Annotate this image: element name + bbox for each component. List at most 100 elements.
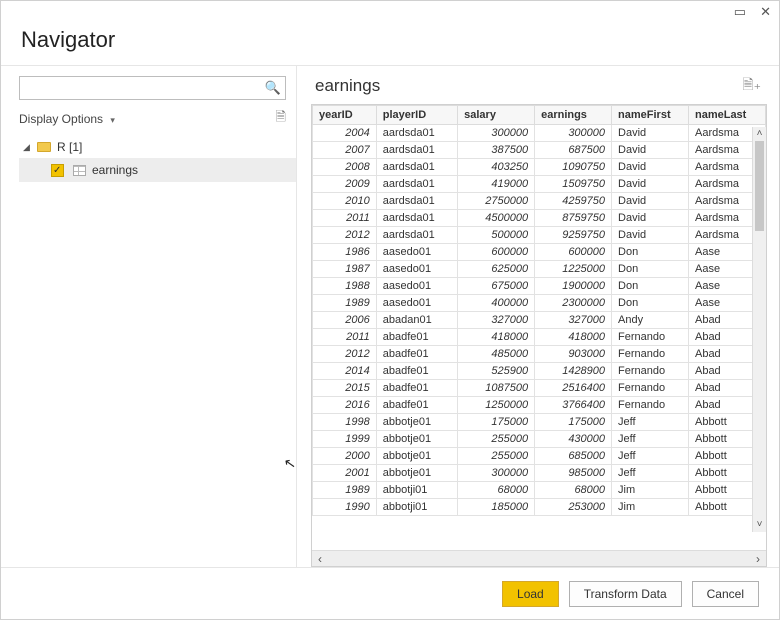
cell-yearID: 2015	[313, 380, 377, 397]
cell-playerID: abbotji01	[376, 499, 457, 516]
scroll-left-icon[interactable]: ‹	[318, 552, 322, 566]
cell-playerID: aasedo01	[376, 295, 457, 312]
cell-playerID: aardsda01	[376, 193, 457, 210]
column-header-salary[interactable]: salary	[458, 106, 535, 125]
vertical-scrollbar[interactable]: ˄ ˅	[752, 127, 766, 532]
cell-salary: 255000	[458, 431, 535, 448]
table-row[interactable]: 2001abbotje01300000985000JeffAbbott	[313, 465, 766, 482]
cell-nameFirst: Fernando	[612, 363, 689, 380]
column-header-earnings[interactable]: earnings	[535, 106, 612, 125]
cell-salary: 485000	[458, 346, 535, 363]
cell-nameFirst: David	[612, 210, 689, 227]
cell-nameFirst: David	[612, 227, 689, 244]
cell-yearID: 2007	[313, 142, 377, 159]
table-row[interactable]: 2008aardsda014032501090750DavidAardsma	[313, 159, 766, 176]
load-button[interactable]: Load	[502, 581, 559, 607]
cell-nameFirst: Jim	[612, 482, 689, 499]
cell-salary: 419000	[458, 176, 535, 193]
cell-yearID: 1998	[313, 414, 377, 431]
cell-earnings: 327000	[535, 312, 612, 329]
cell-earnings: 2516400	[535, 380, 612, 397]
cell-nameFirst: Fernando	[612, 397, 689, 414]
cell-earnings: 3766400	[535, 397, 612, 414]
cell-playerID: abbotje01	[376, 465, 457, 482]
table-row[interactable]: 2004aardsda01300000300000DavidAardsma	[313, 125, 766, 142]
cell-earnings: 985000	[535, 465, 612, 482]
folder-icon	[37, 142, 51, 152]
table-row[interactable]: 1998abbotje01175000175000JeffAbbott	[313, 414, 766, 431]
cell-nameFirst: David	[612, 142, 689, 159]
horizontal-scrollbar[interactable]: ‹ ›	[312, 550, 766, 566]
close-icon[interactable]: ✕	[760, 4, 771, 20]
cell-earnings: 4259750	[535, 193, 612, 210]
expand-caret-icon[interactable]: ◢	[23, 142, 31, 153]
table-row[interactable]: 2009aardsda014190001509750DavidAardsma	[313, 176, 766, 193]
display-options-label: Display Options	[19, 112, 103, 126]
grid-body: 2004aardsda01300000300000DavidAardsma200…	[313, 125, 766, 516]
tree-item-earnings[interactable]: earnings	[19, 158, 296, 182]
add-column-icon[interactable]: 🗎₊	[742, 74, 761, 98]
cell-playerID: aardsda01	[376, 142, 457, 159]
table-row[interactable]: 1990abbotji01185000253000JimAbbott	[313, 499, 766, 516]
cell-playerID: abadfe01	[376, 346, 457, 363]
cell-yearID: 2011	[313, 210, 377, 227]
search-input-wrapper[interactable]: 🔍	[19, 76, 286, 100]
cell-yearID: 1986	[313, 244, 377, 261]
column-header-nameLast[interactable]: nameLast	[688, 106, 765, 125]
tree-item-checkbox[interactable]	[51, 164, 64, 177]
cell-nameFirst: Jeff	[612, 414, 689, 431]
data-grid: yearIDplayerIDsalaryearningsnameFirstnam…	[312, 105, 766, 516]
cancel-button[interactable]: Cancel	[692, 581, 759, 607]
cell-yearID: 2009	[313, 176, 377, 193]
cell-nameFirst: David	[612, 125, 689, 142]
scroll-down-icon[interactable]: ˅	[757, 518, 763, 532]
column-header-playerID[interactable]: playerID	[376, 106, 457, 125]
search-input[interactable]	[24, 80, 265, 96]
table-row[interactable]: 2006abadan01327000327000AndyAbad	[313, 312, 766, 329]
column-header-yearID[interactable]: yearID	[313, 106, 377, 125]
cell-nameFirst: Don	[612, 278, 689, 295]
cell-salary: 600000	[458, 244, 535, 261]
nav-pane: 🔍 Display Options ▾ 🗎 ◢ R [1] earnings	[1, 66, 297, 567]
table-row[interactable]: 2012abadfe01485000903000FernandoAbad	[313, 346, 766, 363]
column-header-nameFirst[interactable]: nameFirst	[612, 106, 689, 125]
table-row[interactable]: 2000abbotje01255000685000JeffAbbott	[313, 448, 766, 465]
table-row[interactable]: 1986aasedo01600000600000DonAase	[313, 244, 766, 261]
scroll-up-icon[interactable]: ˄	[757, 127, 763, 141]
cell-nameFirst: Jeff	[612, 465, 689, 482]
scroll-right-icon[interactable]: ›	[756, 552, 760, 566]
tree-root-node[interactable]: ◢ R [1]	[19, 136, 286, 158]
refresh-icon[interactable]: 🗎	[276, 108, 286, 130]
cell-yearID: 2008	[313, 159, 377, 176]
table-row[interactable]: 2011abadfe01418000418000FernandoAbad	[313, 329, 766, 346]
table-row[interactable]: 2007aardsda01387500687500DavidAardsma	[313, 142, 766, 159]
cell-nameFirst: Fernando	[612, 346, 689, 363]
table-row[interactable]: 1999abbotje01255000430000JeffAbbott	[313, 431, 766, 448]
cell-earnings: 903000	[535, 346, 612, 363]
cell-earnings: 685000	[535, 448, 612, 465]
scroll-track[interactable]	[753, 141, 766, 518]
cell-playerID: abadfe01	[376, 363, 457, 380]
table-row[interactable]: 2010aardsda0127500004259750DavidAardsma	[313, 193, 766, 210]
table-row[interactable]: 1989aasedo014000002300000DonAase	[313, 295, 766, 312]
cell-yearID: 2014	[313, 363, 377, 380]
transform-data-button[interactable]: Transform Data	[569, 581, 682, 607]
table-row[interactable]: 1989abbotji016800068000JimAbbott	[313, 482, 766, 499]
table-row[interactable]: 2012aardsda015000009259750DavidAardsma	[313, 227, 766, 244]
table-row[interactable]: 2016abadfe0112500003766400FernandoAbad	[313, 397, 766, 414]
data-grid-scroll[interactable]: yearIDplayerIDsalaryearningsnameFirstnam…	[312, 105, 766, 550]
table-row[interactable]: 1987aasedo016250001225000DonAase	[313, 261, 766, 278]
table-row[interactable]: 2011aardsda0145000008759750DavidAardsma	[313, 210, 766, 227]
table-row[interactable]: 2014abadfe015259001428900FernandoAbad	[313, 363, 766, 380]
dialog-body: 🔍 Display Options ▾ 🗎 ◢ R [1] earnings	[1, 65, 779, 567]
cell-salary: 625000	[458, 261, 535, 278]
scroll-thumb[interactable]	[755, 141, 764, 231]
display-options-button[interactable]: Display Options ▾	[19, 112, 115, 126]
table-row[interactable]: 1988aasedo016750001900000DonAase	[313, 278, 766, 295]
maximize-icon[interactable]: ▭	[734, 4, 746, 20]
cell-playerID: abadfe01	[376, 397, 457, 414]
table-row[interactable]: 2015abadfe0110875002516400FernandoAbad	[313, 380, 766, 397]
cell-nameFirst: Andy	[612, 312, 689, 329]
cell-playerID: abbotje01	[376, 431, 457, 448]
dialog-header: Navigator	[1, 23, 779, 65]
